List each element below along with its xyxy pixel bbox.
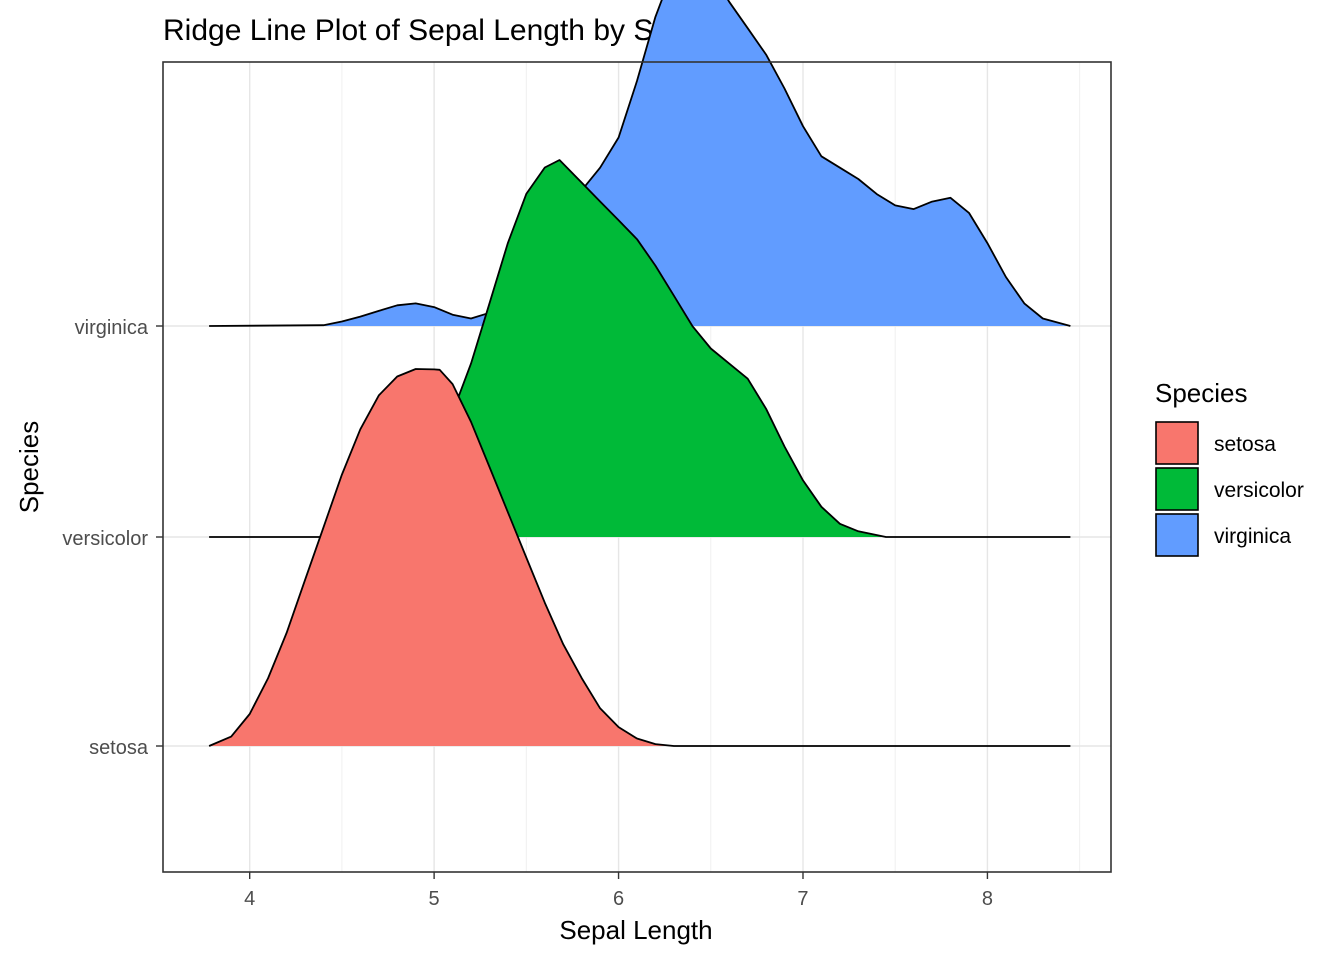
legend: Species setosa versicolor virginica (1155, 378, 1304, 557)
x-tick-label: 4 (244, 888, 255, 910)
x-axis-title: Sepal Length (559, 915, 712, 945)
chart-title: Ridge Line Plot of Sepal Length by Speci… (163, 14, 740, 47)
ridge-fill-setosa (209, 369, 1071, 746)
plot-panel-border (162, 61, 1112, 873)
ridge-outline-setosa (208, 368, 1071, 747)
legend-label-versicolor: versicolor (1214, 479, 1304, 502)
legend-key-versicolor (1155, 467, 1199, 511)
y-tick-label: versicolor (62, 528, 148, 550)
y-axis-title: Species (14, 421, 44, 514)
y-tick-label: setosa (89, 737, 149, 759)
ridge-outline-virginica (209, 0, 1071, 327)
ridge-fill-versicolor (209, 160, 1071, 537)
legend-key-setosa (1155, 421, 1199, 465)
x-tick-label: 5 (429, 888, 440, 910)
ridge-fill-virginica (209, 0, 1071, 326)
legend-key-virginica (1155, 513, 1199, 557)
ridges (208, 0, 1071, 747)
x-tick-label: 7 (797, 888, 808, 910)
legend-title: Species (1155, 378, 1248, 408)
y-tick-label: virginica (75, 317, 149, 339)
x-tick-label: 6 (613, 888, 624, 910)
axes: 4 5 6 7 8 setosa versicolor virginica (62, 317, 993, 910)
x-tick-label: 8 (982, 888, 993, 910)
legend-label-setosa: setosa (1214, 433, 1276, 456)
legend-label-virginica: virginica (1214, 525, 1291, 548)
